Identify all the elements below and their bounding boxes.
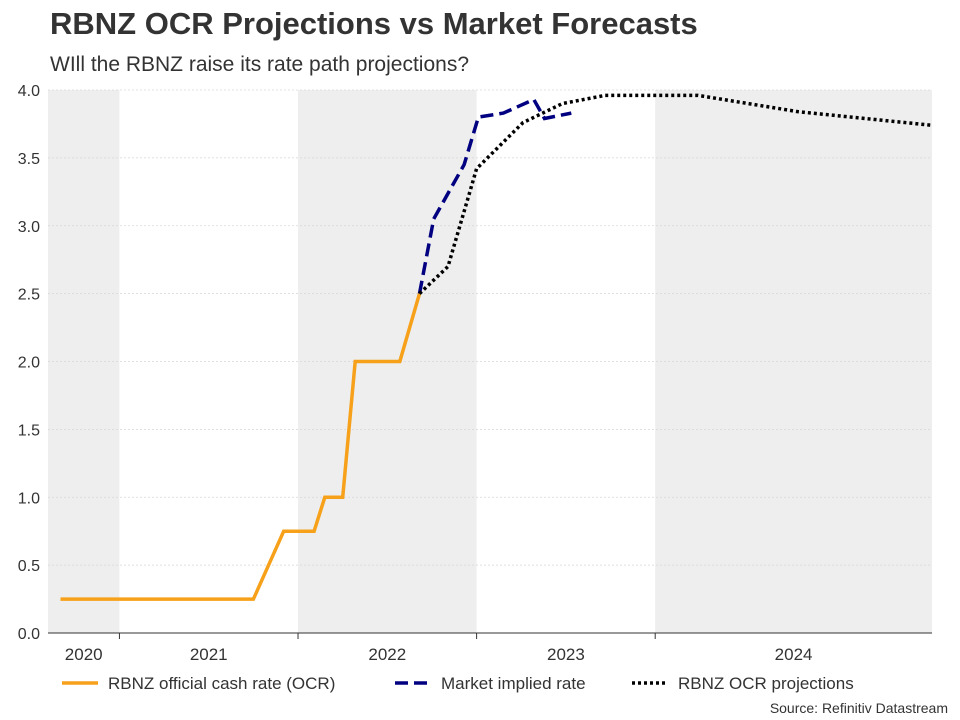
y-tick-label: 1.5	[18, 422, 40, 439]
source-note: Source: Refinitiv Datastream	[769, 700, 948, 716]
y-tick-label: 3.5	[18, 151, 40, 168]
y-tick-label: 2.0	[18, 355, 40, 372]
legend-label-2: RBNZ OCR projections	[678, 674, 854, 693]
y-tick-label: 0.0	[18, 626, 40, 643]
x-tick-label-2023: 2023	[547, 645, 585, 664]
series-line-0	[60, 293, 422, 601]
x-tick-label-2020: 2020	[65, 645, 103, 664]
chart-title: RBNZ OCR Projections vs Market Forecasts	[50, 6, 698, 41]
chart-subtitle: WIll the RBNZ raise its rate path projec…	[50, 53, 469, 76]
series-line-2	[418, 93, 933, 295]
series-lines	[60, 93, 933, 601]
x-axis-ticks: 2020 2021 2022 2023 2024	[65, 633, 813, 664]
legend: RBNZ official cash rate (OCR) Market impl…	[62, 674, 854, 693]
y-tick-label: 2.5	[18, 287, 40, 304]
y-tick-label: 3.0	[18, 219, 40, 236]
x-tick-label-2021: 2021	[190, 645, 228, 664]
series-line-1	[417, 97, 572, 294]
y-tick-label: 1.0	[18, 490, 40, 507]
x-tick-label-2024: 2024	[775, 645, 813, 664]
shaded-band-0	[48, 90, 120, 633]
y-tick-label: 4.0	[18, 83, 40, 100]
gridlines	[48, 89, 932, 566]
x-tick-label-2022: 2022	[368, 645, 406, 664]
legend-label-1: Market implied rate	[441, 674, 586, 693]
y-axis-ticks: 0.0 0.5 1.0 1.5 2.0 2.5 3.0 3.5 4.0	[18, 83, 40, 643]
legend-label-0: RBNZ official cash rate (OCR)	[108, 674, 335, 693]
y-tick-label: 0.5	[18, 558, 40, 575]
